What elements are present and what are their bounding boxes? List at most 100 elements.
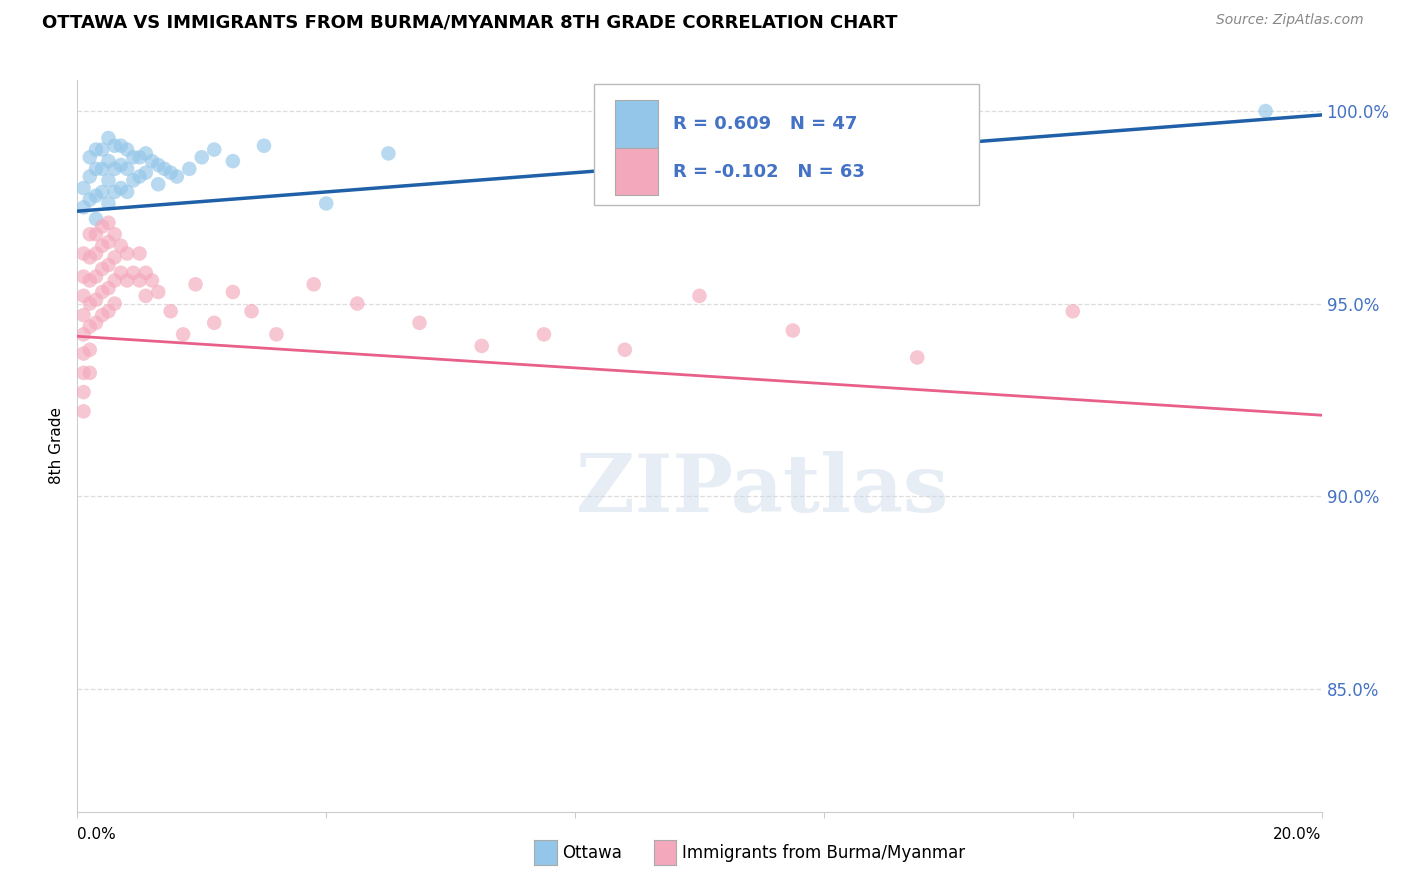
Point xyxy=(346,296,368,310)
Text: R = 0.609   N = 47: R = 0.609 N = 47 xyxy=(673,115,858,133)
Point xyxy=(97,154,120,169)
Point xyxy=(91,308,114,322)
Point xyxy=(104,227,127,242)
Point xyxy=(72,181,94,195)
Text: 0.0%: 0.0% xyxy=(77,827,117,842)
Point xyxy=(84,188,107,202)
Point xyxy=(148,285,170,299)
Point xyxy=(104,138,127,153)
Point xyxy=(91,143,114,157)
Point xyxy=(79,319,101,334)
Point xyxy=(91,161,114,176)
Point xyxy=(97,216,120,230)
Point xyxy=(104,185,127,199)
Point xyxy=(84,227,107,242)
Point xyxy=(159,304,181,318)
Point xyxy=(159,166,181,180)
Bar xyxy=(614,101,658,148)
Point xyxy=(79,251,101,265)
Point xyxy=(905,351,928,365)
Point xyxy=(115,161,138,176)
Point xyxy=(122,173,145,187)
Point xyxy=(84,269,107,284)
Point xyxy=(135,266,157,280)
Point xyxy=(91,219,114,234)
Point xyxy=(128,150,150,164)
Point xyxy=(153,161,176,176)
Point xyxy=(408,316,430,330)
Text: 20.0%: 20.0% xyxy=(1274,827,1322,842)
Point xyxy=(141,154,163,169)
Point xyxy=(91,285,114,299)
Point xyxy=(184,277,207,292)
Point xyxy=(84,211,107,226)
Point xyxy=(689,289,711,303)
Point xyxy=(115,273,138,287)
Point xyxy=(315,196,337,211)
Point xyxy=(166,169,188,184)
Point xyxy=(110,239,132,253)
Point xyxy=(84,293,107,307)
Text: Immigrants from Burma/Myanmar: Immigrants from Burma/Myanmar xyxy=(682,844,965,862)
Point xyxy=(91,261,114,276)
Point xyxy=(782,324,804,338)
Point xyxy=(110,158,132,172)
Point xyxy=(128,169,150,184)
Point xyxy=(471,339,494,353)
Point xyxy=(97,173,120,187)
Point xyxy=(122,150,145,164)
Point xyxy=(79,343,101,357)
Point xyxy=(253,138,276,153)
Point xyxy=(79,150,101,164)
Point xyxy=(84,143,107,157)
Point xyxy=(104,273,127,287)
Point xyxy=(148,158,170,172)
Point xyxy=(79,366,101,380)
Point xyxy=(72,308,94,322)
Point xyxy=(91,185,114,199)
Text: R = -0.102   N = 63: R = -0.102 N = 63 xyxy=(673,162,865,181)
Point xyxy=(613,343,636,357)
FancyBboxPatch shape xyxy=(593,84,980,204)
Point xyxy=(104,296,127,310)
Point xyxy=(202,316,225,330)
Point xyxy=(222,285,245,299)
Point xyxy=(141,273,163,287)
Point xyxy=(202,143,225,157)
Point xyxy=(97,196,120,211)
Point xyxy=(72,346,94,360)
Point xyxy=(97,235,120,249)
Point xyxy=(115,143,138,157)
Text: OTTAWA VS IMMIGRANTS FROM BURMA/MYANMAR 8TH GRADE CORRELATION CHART: OTTAWA VS IMMIGRANTS FROM BURMA/MYANMAR … xyxy=(42,13,897,31)
Point xyxy=(97,281,120,295)
Point xyxy=(128,246,150,260)
Point xyxy=(222,154,245,169)
Point xyxy=(115,185,138,199)
Point xyxy=(72,246,94,260)
Point xyxy=(1254,104,1277,119)
Point xyxy=(72,269,94,284)
Point xyxy=(72,200,94,214)
Y-axis label: 8th Grade: 8th Grade xyxy=(49,408,65,484)
Point xyxy=(84,316,107,330)
Point xyxy=(72,404,94,418)
Point xyxy=(128,273,150,287)
Point xyxy=(115,246,138,260)
Point xyxy=(172,327,194,342)
Point xyxy=(302,277,325,292)
Point xyxy=(122,266,145,280)
Point xyxy=(79,227,101,242)
Point xyxy=(377,146,399,161)
Point xyxy=(266,327,288,342)
Point xyxy=(104,161,127,176)
Point xyxy=(533,327,555,342)
Point xyxy=(79,273,101,287)
Point xyxy=(700,115,723,129)
Point xyxy=(104,251,127,265)
Point xyxy=(72,289,94,303)
Point xyxy=(72,385,94,400)
Point xyxy=(110,181,132,195)
Point xyxy=(110,266,132,280)
Point xyxy=(135,166,157,180)
Point xyxy=(179,161,201,176)
